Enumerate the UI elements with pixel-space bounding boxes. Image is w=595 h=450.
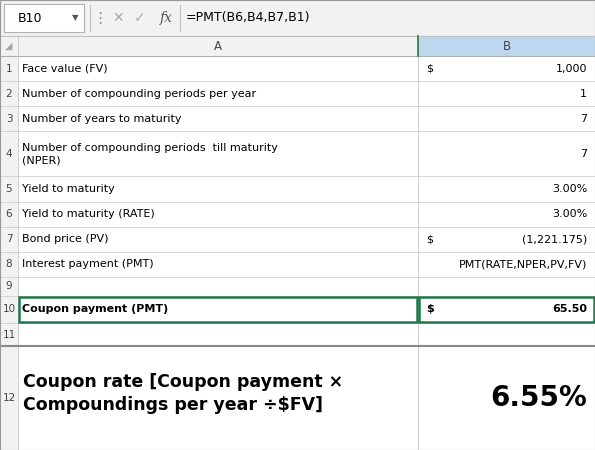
Text: 3: 3	[6, 114, 12, 124]
Bar	[0, 202, 18, 227]
Bar	[0, 176, 18, 202]
Text: 4: 4	[6, 149, 12, 159]
Bar	[18, 227, 418, 252]
Text: $: $	[426, 234, 433, 244]
Bar	[18, 131, 418, 176]
Text: 3.00%: 3.00%	[552, 209, 587, 219]
Bar	[18, 346, 418, 450]
Text: ✕: ✕	[112, 11, 124, 25]
Text: Coupon rate [Coupon payment ×
Compoundings per year ÷$FV]: Coupon rate [Coupon payment × Compoundin…	[23, 374, 343, 414]
Text: =PMT(B6,B4,B7,B1): =PMT(B6,B4,B7,B1)	[186, 12, 311, 24]
Bar	[418, 176, 595, 202]
Bar	[418, 346, 595, 450]
Text: 10: 10	[2, 305, 15, 315]
Bar	[0, 36, 595, 56]
Text: $: $	[426, 305, 434, 315]
Text: 11: 11	[2, 329, 15, 340]
Bar	[418, 36, 595, 56]
Text: 7: 7	[6, 234, 12, 244]
Text: ⋮: ⋮	[92, 10, 108, 26]
Text: A: A	[214, 40, 222, 53]
Text: 5: 5	[6, 184, 12, 194]
Text: ▼: ▼	[72, 14, 79, 22]
Text: 9: 9	[6, 281, 12, 291]
Text: ✓: ✓	[134, 11, 146, 25]
Bar	[18, 56, 418, 81]
Bar	[418, 131, 595, 176]
Text: Yield to maturity: Yield to maturity	[22, 184, 115, 194]
Text: ◢: ◢	[5, 41, 12, 51]
Bar	[0, 56, 18, 81]
Text: 2: 2	[6, 89, 12, 99]
Bar	[4, 4, 84, 32]
Bar	[0, 106, 18, 131]
Text: B: B	[502, 40, 511, 53]
Text: 65.50: 65.50	[552, 305, 587, 315]
Bar	[0, 131, 18, 176]
Text: 6.55%: 6.55%	[490, 384, 587, 412]
Bar	[18, 106, 418, 131]
Bar	[418, 252, 595, 277]
Bar	[0, 252, 18, 277]
Text: fx: fx	[159, 11, 173, 25]
Bar	[18, 323, 418, 346]
Text: Number of compounding periods  till maturity
(NPER): Number of compounding periods till matur…	[22, 143, 278, 165]
Bar	[0, 277, 18, 296]
Text: 7: 7	[580, 149, 587, 159]
Bar	[18, 202, 418, 227]
Bar	[419, 297, 594, 322]
Bar	[418, 296, 595, 323]
Text: 1: 1	[6, 63, 12, 73]
Bar	[18, 296, 418, 323]
Text: Yield to maturity (RATE): Yield to maturity (RATE)	[22, 209, 155, 219]
Text: 8: 8	[6, 259, 12, 269]
Bar	[418, 277, 595, 296]
Bar	[18, 176, 418, 202]
Text: 6: 6	[6, 209, 12, 219]
Text: 1: 1	[580, 89, 587, 99]
Text: B10: B10	[18, 12, 42, 24]
Text: Interest payment (PMT): Interest payment (PMT)	[22, 259, 154, 269]
Bar	[0, 0, 595, 36]
Bar	[418, 227, 595, 252]
Bar	[18, 252, 418, 277]
Text: 1,000: 1,000	[556, 63, 587, 73]
Bar	[0, 323, 18, 346]
Bar	[418, 56, 595, 81]
Bar	[418, 81, 595, 106]
Bar	[418, 202, 595, 227]
Bar	[0, 296, 18, 323]
Text: Number of compounding periods per year: Number of compounding periods per year	[22, 89, 256, 99]
Bar	[18, 81, 418, 106]
Text: 7: 7	[580, 114, 587, 124]
Text: $: $	[426, 63, 433, 73]
Bar	[19, 297, 417, 322]
Bar	[0, 81, 18, 106]
Text: 12: 12	[2, 393, 15, 403]
Text: PMT(RATE,NPER,PV,FV): PMT(RATE,NPER,PV,FV)	[459, 259, 587, 269]
Text: 3.00%: 3.00%	[552, 184, 587, 194]
Text: Face value (FV): Face value (FV)	[22, 63, 108, 73]
Text: Bond price (PV): Bond price (PV)	[22, 234, 108, 244]
Bar	[418, 106, 595, 131]
Bar	[0, 346, 18, 450]
Bar	[18, 277, 418, 296]
Bar	[0, 227, 18, 252]
Text: (1,221.175): (1,221.175)	[522, 234, 587, 244]
Text: Coupon payment (PMT): Coupon payment (PMT)	[22, 305, 168, 315]
Bar	[418, 323, 595, 346]
Text: Number of years to maturity: Number of years to maturity	[22, 114, 181, 124]
